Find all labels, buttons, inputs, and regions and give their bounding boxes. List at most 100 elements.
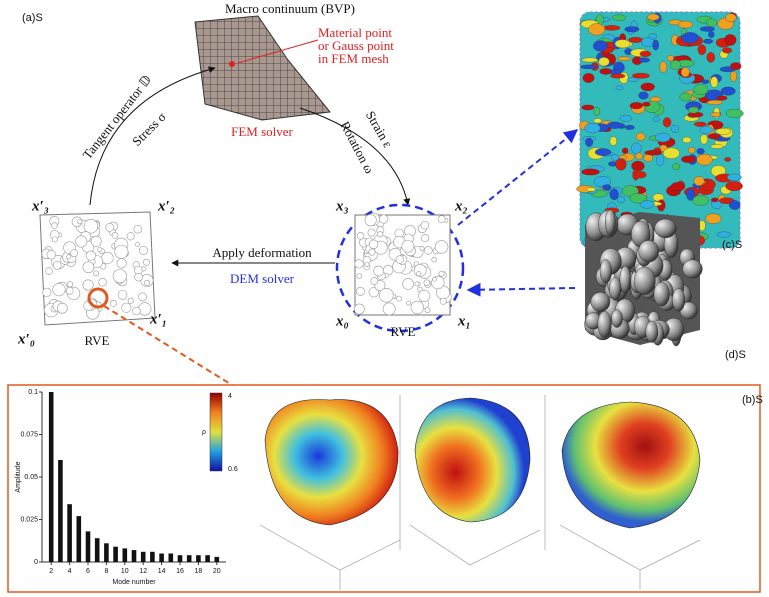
grain — [688, 107, 699, 113]
grain — [77, 219, 82, 224]
grain — [622, 148, 628, 154]
grain — [672, 163, 679, 170]
grain — [730, 71, 737, 81]
grain — [681, 32, 699, 43]
grain — [693, 195, 709, 205]
grain — [594, 107, 600, 116]
grain — [595, 149, 611, 156]
grain — [694, 176, 705, 185]
particle-mode — [265, 400, 398, 526]
grain — [583, 73, 594, 82]
y-tick-label: 0.1 — [28, 389, 38, 396]
grain — [135, 243, 139, 247]
arc-label: Tangent operator 𝔻 — [79, 72, 154, 162]
grain — [611, 154, 618, 160]
grain — [57, 303, 67, 313]
grain — [83, 262, 94, 273]
grain — [605, 210, 615, 235]
grain — [419, 290, 430, 301]
grain — [598, 311, 611, 337]
grain — [433, 277, 437, 281]
grain — [603, 25, 620, 30]
grain — [127, 233, 134, 240]
grain — [369, 240, 378, 249]
grain — [71, 250, 78, 257]
link — [468, 288, 575, 290]
fem-mesh — [195, 16, 330, 120]
grain — [365, 262, 369, 266]
grain — [730, 62, 741, 69]
grain — [355, 260, 364, 269]
grain — [98, 247, 102, 251]
grain — [670, 60, 681, 69]
rve-label: RVE — [85, 333, 110, 348]
grain — [396, 256, 404, 264]
ellipsoid-cube — [585, 210, 703, 346]
colorbar-min: 0.6 — [228, 466, 238, 473]
grain — [602, 185, 610, 190]
rve-label: RVE — [391, 324, 416, 339]
grain — [84, 219, 98, 233]
grain — [612, 15, 626, 21]
grain — [705, 214, 721, 224]
grain — [610, 189, 619, 200]
arc-label: Strain ε — [363, 108, 396, 150]
grain — [46, 268, 53, 275]
grain — [625, 125, 635, 130]
grain — [143, 259, 149, 265]
bar — [196, 555, 201, 562]
bar — [178, 555, 183, 562]
grain — [660, 61, 667, 72]
fem-solver: FEM solver — [231, 124, 293, 139]
grain — [102, 252, 114, 264]
grain — [435, 241, 448, 254]
grain — [708, 31, 714, 38]
grain — [582, 169, 600, 175]
y-tick-label: 0.05 — [24, 474, 38, 481]
grain — [653, 40, 659, 50]
grain — [617, 196, 625, 203]
grain — [694, 122, 706, 127]
grain — [678, 21, 693, 28]
grain — [609, 277, 621, 300]
grain — [106, 223, 114, 231]
bar — [58, 460, 63, 562]
bar — [49, 392, 54, 562]
grain — [611, 310, 622, 328]
grain — [729, 200, 740, 209]
grain — [724, 34, 736, 45]
grain — [142, 267, 146, 271]
x-tick-label: 2 — [49, 568, 53, 575]
grain — [371, 278, 378, 285]
gauss-point — [229, 61, 235, 67]
apply-label: Apply deformation — [212, 245, 312, 260]
x-tick-label: 8 — [104, 568, 108, 575]
grain — [440, 298, 446, 304]
grain — [620, 266, 631, 293]
x-axis-label: Mode number — [112, 579, 156, 586]
grain — [653, 116, 659, 122]
y-axis-label: Amplitude — [15, 461, 22, 492]
bar — [187, 555, 192, 562]
grain — [618, 57, 631, 61]
x-tick-label: 20 — [213, 568, 221, 575]
grain — [354, 304, 364, 314]
grain — [582, 58, 598, 62]
grain — [655, 133, 670, 142]
grain — [724, 157, 731, 161]
grain — [630, 102, 643, 109]
corner-label: x₀ — [335, 313, 349, 329]
colorbar — [210, 393, 222, 471]
grain — [654, 282, 670, 306]
grain — [656, 155, 664, 166]
bar — [141, 552, 146, 562]
grain — [634, 267, 655, 295]
grain — [607, 122, 622, 129]
grain — [133, 307, 141, 315]
macro-title: Macro continuum (BVP) — [225, 1, 355, 16]
grain — [357, 274, 362, 279]
bar-chart: 00.0250.050.0750.12468101214161820Mode n… — [15, 389, 226, 586]
grain — [432, 257, 437, 262]
grain — [721, 87, 735, 95]
grain — [650, 97, 661, 102]
